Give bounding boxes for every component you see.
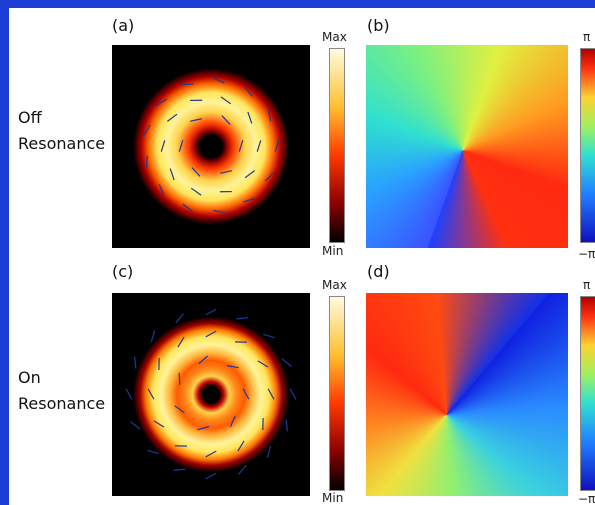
arrow: [179, 373, 180, 385]
arrow: [282, 359, 291, 367]
arrow: [213, 78, 224, 83]
arrow: [179, 140, 183, 151]
arrow: [248, 112, 252, 123]
arrow: [161, 140, 165, 151]
arrow: [230, 416, 235, 427]
arrow: [183, 204, 192, 211]
arrow: [238, 441, 244, 451]
arrow: [148, 389, 154, 400]
arrow: [135, 357, 136, 369]
arrow: [206, 331, 217, 337]
arrow: [147, 450, 159, 453]
arrow: [178, 337, 184, 347]
arrow: [175, 406, 185, 413]
arrow: [239, 140, 243, 151]
arrow: [190, 119, 202, 122]
arrow: [263, 334, 275, 337]
arrow: [286, 419, 287, 431]
arrow: [176, 314, 184, 323]
arrow: [239, 465, 247, 474]
arrow: [268, 389, 274, 400]
arrow: [243, 389, 249, 400]
arrow: [275, 140, 279, 151]
arrow: [290, 389, 296, 400]
arrow: [167, 114, 177, 121]
arrow: [182, 84, 194, 85]
arrow: [243, 199, 254, 203]
arrow: [154, 421, 164, 427]
arrow: [245, 171, 255, 178]
arrow: [206, 473, 217, 479]
arrow: [192, 168, 200, 177]
arrow: [268, 109, 270, 121]
arrow: [221, 97, 231, 104]
arrow: [144, 125, 150, 135]
arrow: [227, 366, 239, 368]
arrow: [257, 140, 261, 151]
arrow: [156, 99, 166, 105]
arrow: [174, 469, 186, 470]
arrow: [267, 446, 270, 458]
arrow: [265, 172, 273, 181]
figure: (a) (b) (c) (d) Off Resonance On Resonan…: [0, 0, 595, 505]
arrow: [206, 309, 217, 315]
arrow: [220, 171, 232, 174]
arrow: [131, 422, 140, 430]
arrow: [151, 330, 154, 342]
arrow: [245, 87, 252, 96]
arrow: [222, 116, 230, 125]
arrow: [126, 389, 132, 400]
arrow: [199, 356, 208, 364]
arrow: [236, 318, 248, 319]
arrow: [170, 169, 174, 180]
arrow: [206, 451, 217, 457]
polarization-arrows: [0, 0, 595, 505]
arrow: [213, 210, 225, 212]
arrow: [159, 184, 164, 195]
arrow: [147, 156, 148, 168]
arrow: [191, 188, 201, 195]
arrow: [258, 361, 268, 367]
arrow: [197, 426, 209, 429]
